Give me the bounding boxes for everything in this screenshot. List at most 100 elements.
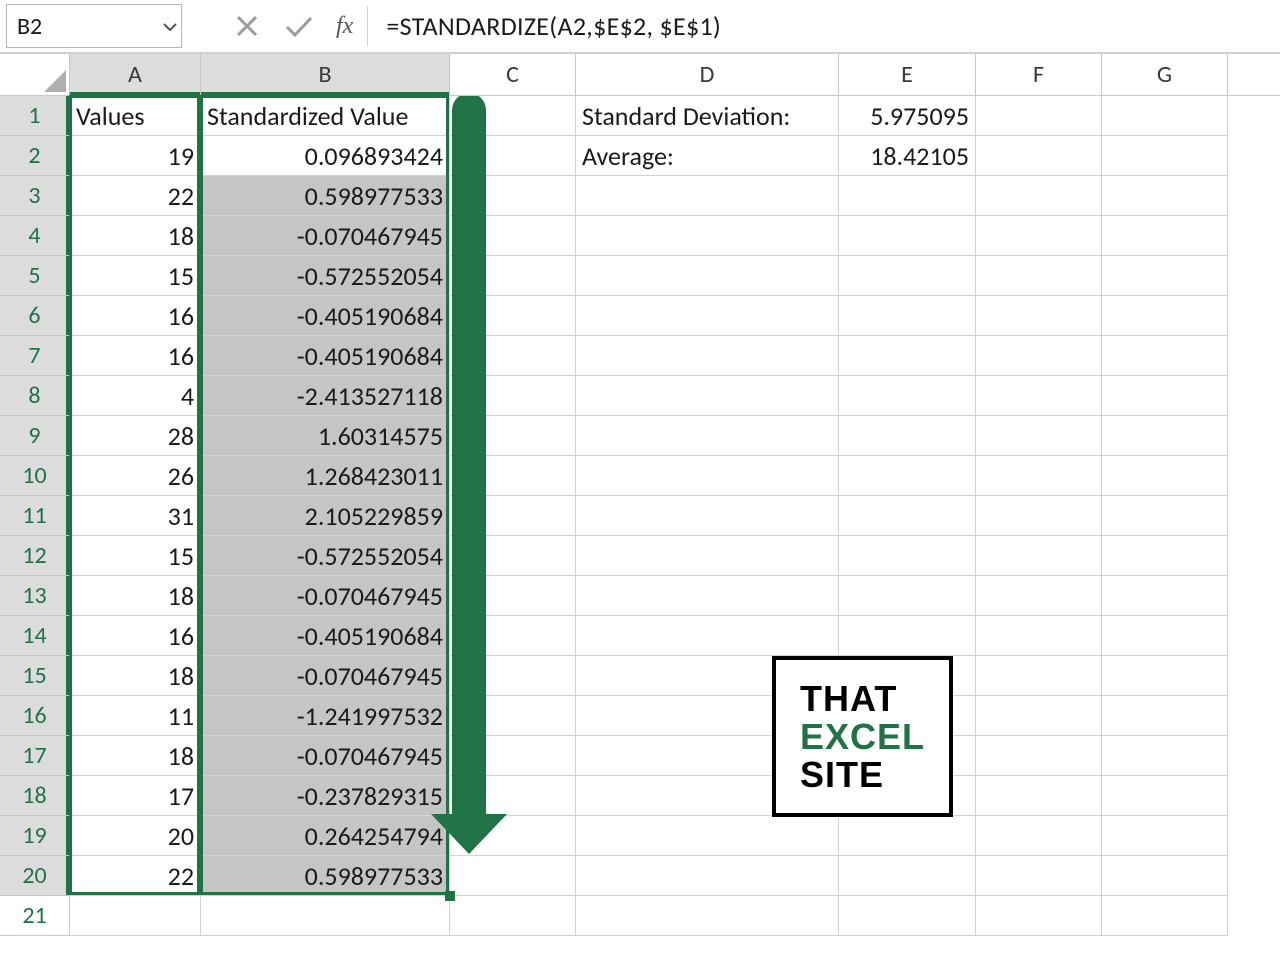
cell-G8[interactable]	[1102, 376, 1228, 416]
enter-icon[interactable]	[284, 14, 314, 38]
row-header-19[interactable]: 19	[0, 816, 70, 856]
cell-C2[interactable]	[450, 136, 576, 176]
cell-B5[interactable]: -0.572552054	[201, 256, 450, 296]
row-header-9[interactable]: 9	[0, 416, 70, 456]
cell-D1[interactable]: Standard Deviation:	[576, 96, 839, 136]
cell-B21[interactable]	[201, 896, 450, 936]
column-header-C[interactable]: C	[450, 54, 576, 95]
cell-B14[interactable]: -0.405190684	[201, 616, 450, 656]
cell-A5[interactable]: 15	[70, 256, 201, 296]
row-header-20[interactable]: 20	[0, 856, 70, 896]
cell-C15[interactable]	[450, 656, 576, 696]
row-header-12[interactable]: 12	[0, 536, 70, 576]
cell-G19[interactable]	[1102, 816, 1228, 856]
cell-C21[interactable]	[450, 896, 576, 936]
column-header-E[interactable]: E	[839, 54, 976, 95]
cell-G1[interactable]	[1102, 96, 1228, 136]
cell-B11[interactable]: 2.105229859	[201, 496, 450, 536]
cell-E14[interactable]	[839, 616, 976, 656]
spreadsheet-grid[interactable]: 123456789101112131415161718192021 Values…	[0, 96, 1280, 960]
row-header-8[interactable]: 8	[0, 376, 70, 416]
cell-A18[interactable]: 17	[70, 776, 201, 816]
cell-E13[interactable]	[839, 576, 976, 616]
cell-C19[interactable]	[450, 816, 576, 856]
row-header-1[interactable]: 1	[0, 96, 70, 136]
cell-F12[interactable]	[976, 536, 1102, 576]
cell-E7[interactable]	[839, 336, 976, 376]
cell-E9[interactable]	[839, 416, 976, 456]
cell-A19[interactable]: 20	[70, 816, 201, 856]
cell-G18[interactable]	[1102, 776, 1228, 816]
cell-C20[interactable]	[450, 856, 576, 896]
cell-D19[interactable]	[576, 816, 839, 856]
row-header-15[interactable]: 15	[0, 656, 70, 696]
cell-C1[interactable]	[450, 96, 576, 136]
cell-C8[interactable]	[450, 376, 576, 416]
cell-G5[interactable]	[1102, 256, 1228, 296]
cell-D8[interactable]	[576, 376, 839, 416]
cell-G20[interactable]	[1102, 856, 1228, 896]
cell-F8[interactable]	[976, 376, 1102, 416]
cell-C4[interactable]	[450, 216, 576, 256]
cell-A1[interactable]: Values	[70, 96, 201, 136]
cell-B1[interactable]: Standardized Value	[201, 96, 450, 136]
cell-B8[interactable]: -2.413527118	[201, 376, 450, 416]
cell-A8[interactable]: 4	[70, 376, 201, 416]
chevron-down-icon[interactable]	[163, 15, 177, 37]
cell-G12[interactable]	[1102, 536, 1228, 576]
cell-A7[interactable]: 16	[70, 336, 201, 376]
cell-D21[interactable]	[576, 896, 839, 936]
column-header-D[interactable]: D	[576, 54, 839, 95]
row-header-18[interactable]: 18	[0, 776, 70, 816]
row-header-14[interactable]: 14	[0, 616, 70, 656]
column-header-F[interactable]: F	[976, 54, 1102, 95]
select-all-button[interactable]	[0, 54, 70, 95]
row-header-21[interactable]: 21	[0, 896, 70, 936]
cell-G13[interactable]	[1102, 576, 1228, 616]
cell-G15[interactable]	[1102, 656, 1228, 696]
row-header-10[interactable]: 10	[0, 456, 70, 496]
cell-E6[interactable]	[839, 296, 976, 336]
cell-B12[interactable]: -0.572552054	[201, 536, 450, 576]
cell-E12[interactable]	[839, 536, 976, 576]
cell-G3[interactable]	[1102, 176, 1228, 216]
cell-F19[interactable]	[976, 816, 1102, 856]
cell-A16[interactable]: 11	[70, 696, 201, 736]
cell-F6[interactable]	[976, 296, 1102, 336]
cell-B7[interactable]: -0.405190684	[201, 336, 450, 376]
cell-A14[interactable]: 16	[70, 616, 201, 656]
row-header-2[interactable]: 2	[0, 136, 70, 176]
row-header-4[interactable]: 4	[0, 216, 70, 256]
cell-E4[interactable]	[839, 216, 976, 256]
cell-C9[interactable]	[450, 416, 576, 456]
cell-C10[interactable]	[450, 456, 576, 496]
cell-D13[interactable]	[576, 576, 839, 616]
cell-A11[interactable]: 31	[70, 496, 201, 536]
cell-D4[interactable]	[576, 216, 839, 256]
cell-E19[interactable]	[839, 816, 976, 856]
cell-D6[interactable]	[576, 296, 839, 336]
row-header-7[interactable]: 7	[0, 336, 70, 376]
cell-F5[interactable]	[976, 256, 1102, 296]
cell-F13[interactable]	[976, 576, 1102, 616]
cell-B15[interactable]: -0.070467945	[201, 656, 450, 696]
cell-B17[interactable]: -0.070467945	[201, 736, 450, 776]
cell-D20[interactable]	[576, 856, 839, 896]
cell-D11[interactable]	[576, 496, 839, 536]
cell-A4[interactable]: 18	[70, 216, 201, 256]
cell-G10[interactable]	[1102, 456, 1228, 496]
cell-A10[interactable]: 26	[70, 456, 201, 496]
cell-F20[interactable]	[976, 856, 1102, 896]
cell-A3[interactable]: 22	[70, 176, 201, 216]
cell-A17[interactable]: 18	[70, 736, 201, 776]
cell-B10[interactable]: 1.268423011	[201, 456, 450, 496]
cell-A2[interactable]: 19	[70, 136, 201, 176]
cell-F2[interactable]	[976, 136, 1102, 176]
cell-F4[interactable]	[976, 216, 1102, 256]
cell-G21[interactable]	[1102, 896, 1228, 936]
column-header-G[interactable]: G	[1102, 54, 1228, 95]
cell-E8[interactable]	[839, 376, 976, 416]
row-header-3[interactable]: 3	[0, 176, 70, 216]
cell-E20[interactable]	[839, 856, 976, 896]
cell-A21[interactable]	[70, 896, 201, 936]
